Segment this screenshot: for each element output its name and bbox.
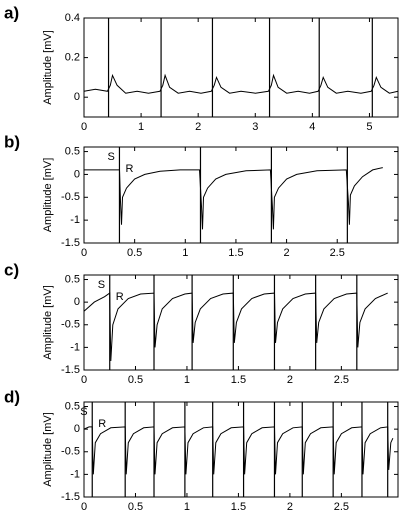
- y-tick-label: -1.5: [61, 237, 80, 249]
- x-tick-label: 3: [252, 121, 258, 133]
- annotation: R: [125, 163, 133, 175]
- y-tick-label: -1.5: [61, 491, 80, 503]
- annotation: S: [98, 279, 105, 291]
- y-tick-label: 0.2: [65, 52, 80, 64]
- annotation: R: [98, 418, 106, 430]
- y-tick-label: -1: [70, 341, 80, 353]
- x-tick-label: 2: [195, 121, 201, 133]
- y-tick-label: -1: [70, 214, 80, 226]
- x-tick-label: 0: [81, 247, 87, 259]
- y-tick-label: 0.4: [65, 12, 80, 24]
- x-tick-label: 1.5: [231, 501, 246, 512]
- plot-frame: [83, 17, 399, 118]
- y-tick-label: -0.5: [61, 191, 80, 203]
- y-tick-label: -0.5: [61, 446, 80, 458]
- x-tick-label: 1: [182, 247, 188, 259]
- plot-frame: [83, 401, 399, 498]
- x-tick-label: 2: [287, 374, 293, 386]
- x-tick-label: 1: [184, 501, 190, 512]
- panel-label: b): [4, 132, 20, 151]
- x-tick-label: 5: [366, 121, 372, 133]
- trace: [84, 167, 383, 230]
- x-tick-label: 1.5: [228, 247, 243, 259]
- x-tick-label: 0: [81, 374, 87, 386]
- x-tick-label: 0.5: [127, 247, 142, 259]
- y-tick-label: -0.5: [61, 319, 80, 331]
- x-tick-label: 0.5: [128, 374, 143, 386]
- x-tick-label: 2.5: [334, 374, 349, 386]
- y-axis-label: Amplitude [mV]: [42, 30, 54, 105]
- panel-label: c): [4, 260, 19, 279]
- trace: [83, 73, 399, 94]
- x-tick-label: 4: [309, 121, 315, 133]
- x-tick-label: 2.5: [330, 247, 345, 259]
- panel-label: a): [4, 3, 19, 22]
- panel-label: d): [4, 387, 20, 406]
- trace: [83, 292, 388, 362]
- x-tick-label: 0: [81, 501, 87, 512]
- y-axis-label: Amplitude [mV]: [42, 285, 54, 360]
- y-tick-label: 0: [74, 168, 80, 180]
- y-tick-label: -1.5: [61, 364, 80, 376]
- y-axis-label: Amplitude [mV]: [42, 412, 54, 487]
- x-tick-label: 0.5: [128, 501, 143, 512]
- trace: [83, 426, 394, 475]
- y-tick-label: 0: [74, 91, 80, 103]
- x-tick-label: 2: [284, 247, 290, 259]
- x-tick-label: 1.5: [231, 374, 246, 386]
- y-tick-label: 0.5: [65, 400, 80, 412]
- x-tick-label: 1: [138, 121, 144, 133]
- y-axis-label: Amplitude [mV]: [42, 158, 54, 233]
- x-tick-label: 2: [287, 501, 293, 512]
- y-tick-label: 0.5: [65, 145, 80, 157]
- y-tick-label: 0.5: [65, 273, 80, 285]
- plot-frame: [83, 146, 399, 244]
- y-tick-label: -1: [70, 468, 80, 480]
- annotation: S: [107, 151, 114, 163]
- x-tick-label: 0: [81, 121, 87, 133]
- x-tick-label: 1: [184, 374, 190, 386]
- y-tick-label: 0: [74, 423, 80, 435]
- y-tick-label: 0: [74, 296, 80, 308]
- plot-frame: [83, 274, 399, 371]
- annotation: R: [116, 291, 124, 303]
- x-tick-label: 2.5: [334, 501, 349, 512]
